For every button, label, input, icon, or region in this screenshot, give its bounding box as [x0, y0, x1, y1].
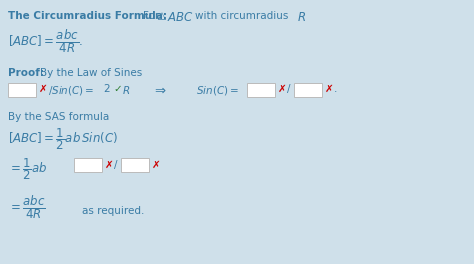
Text: $[ABC] = \dfrac{abc}{4R}.$: $[ABC] = \dfrac{abc}{4R}.$ [8, 28, 83, 55]
FancyBboxPatch shape [8, 83, 36, 97]
Text: ✗: ✗ [39, 84, 48, 94]
Text: /: / [114, 160, 118, 170]
Text: $ABC$: $ABC$ [167, 11, 194, 24]
Text: $/Sin(C) = $: $/Sin(C) = $ [48, 84, 94, 97]
Text: ✓: ✓ [113, 84, 122, 94]
Text: By the SAS formula: By the SAS formula [8, 112, 109, 122]
Text: For: For [143, 11, 163, 21]
Text: 2: 2 [103, 84, 109, 94]
Text: ✗: ✗ [278, 84, 287, 94]
Text: as required.: as required. [82, 206, 145, 216]
Text: /: / [287, 84, 291, 94]
Text: $Sin(C) =$: $Sin(C) =$ [196, 84, 239, 97]
Text: $= \dfrac{1}{2}ab$: $= \dfrac{1}{2}ab$ [8, 156, 47, 182]
Text: The Circumradius Formula:: The Circumradius Formula: [8, 11, 167, 21]
Text: ✗: ✗ [325, 84, 334, 94]
Text: $R$: $R$ [122, 84, 130, 96]
Text: ✗: ✗ [152, 160, 161, 170]
Text: △: △ [158, 11, 166, 21]
FancyBboxPatch shape [294, 83, 322, 97]
Text: $= \dfrac{abc}{4R}$: $= \dfrac{abc}{4R}$ [8, 194, 46, 221]
FancyBboxPatch shape [247, 83, 275, 97]
Text: .: . [334, 84, 337, 94]
FancyBboxPatch shape [121, 158, 149, 172]
Text: with circumradius: with circumradius [195, 11, 288, 21]
Text: $[ABC] = \dfrac{1}{2}ab\,Sin(C)$: $[ABC] = \dfrac{1}{2}ab\,Sin(C)$ [8, 126, 118, 152]
Text: ✗: ✗ [105, 160, 114, 170]
Text: $\Rightarrow$: $\Rightarrow$ [152, 84, 167, 97]
Text: Proof:: Proof: [8, 68, 44, 78]
FancyBboxPatch shape [74, 158, 102, 172]
Text: $R$: $R$ [297, 11, 306, 24]
Text: By the Law of Sines: By the Law of Sines [40, 68, 142, 78]
